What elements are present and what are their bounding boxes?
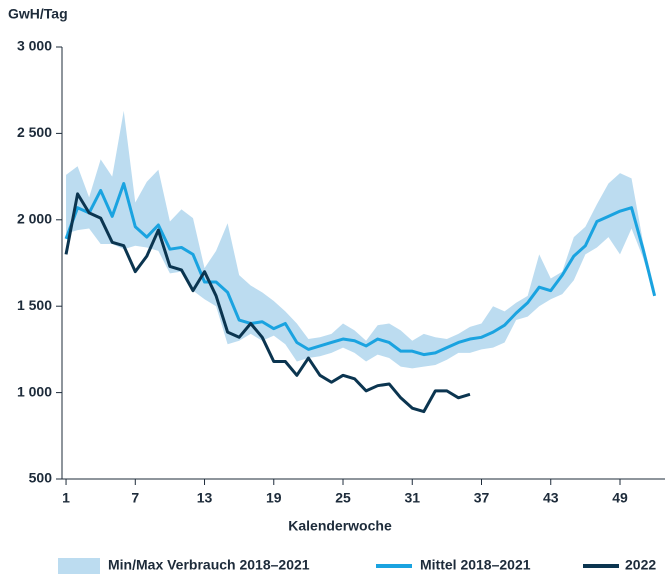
x-tick-label: 49 bbox=[612, 490, 628, 506]
x-tick-label: 7 bbox=[131, 490, 139, 506]
line-series bbox=[64, 192, 471, 414]
y-tick-label: 1 000 bbox=[17, 383, 52, 399]
x-axis-title: Kalenderwoche bbox=[288, 518, 392, 534]
y-tick-label: 1 500 bbox=[17, 297, 52, 313]
y-tick-label: 3 000 bbox=[17, 38, 52, 54]
x-tick-label: 43 bbox=[543, 490, 559, 506]
min-max-band bbox=[66, 110, 655, 369]
y-tick-label: 500 bbox=[29, 470, 53, 486]
y-axis-title: GwH/Tag bbox=[8, 6, 68, 22]
x-tick-label: 1 bbox=[62, 490, 70, 506]
legend-label: Min/Max Verbrauch 2018–2021 bbox=[108, 557, 310, 573]
y-tick-label: 2 500 bbox=[17, 124, 52, 140]
x-tick-label: 19 bbox=[266, 490, 282, 506]
x-tick-label: 25 bbox=[335, 490, 351, 506]
line-series bbox=[64, 182, 657, 357]
legend-swatch bbox=[58, 558, 100, 574]
legend-label: 2022 bbox=[625, 557, 656, 573]
y-tick-label: 2 000 bbox=[17, 211, 52, 227]
x-tick-label: 37 bbox=[474, 490, 490, 506]
legend-label: Mittel 2018–2021 bbox=[420, 557, 531, 573]
x-tick-label: 13 bbox=[197, 490, 213, 506]
x-tick-label: 31 bbox=[404, 490, 420, 506]
